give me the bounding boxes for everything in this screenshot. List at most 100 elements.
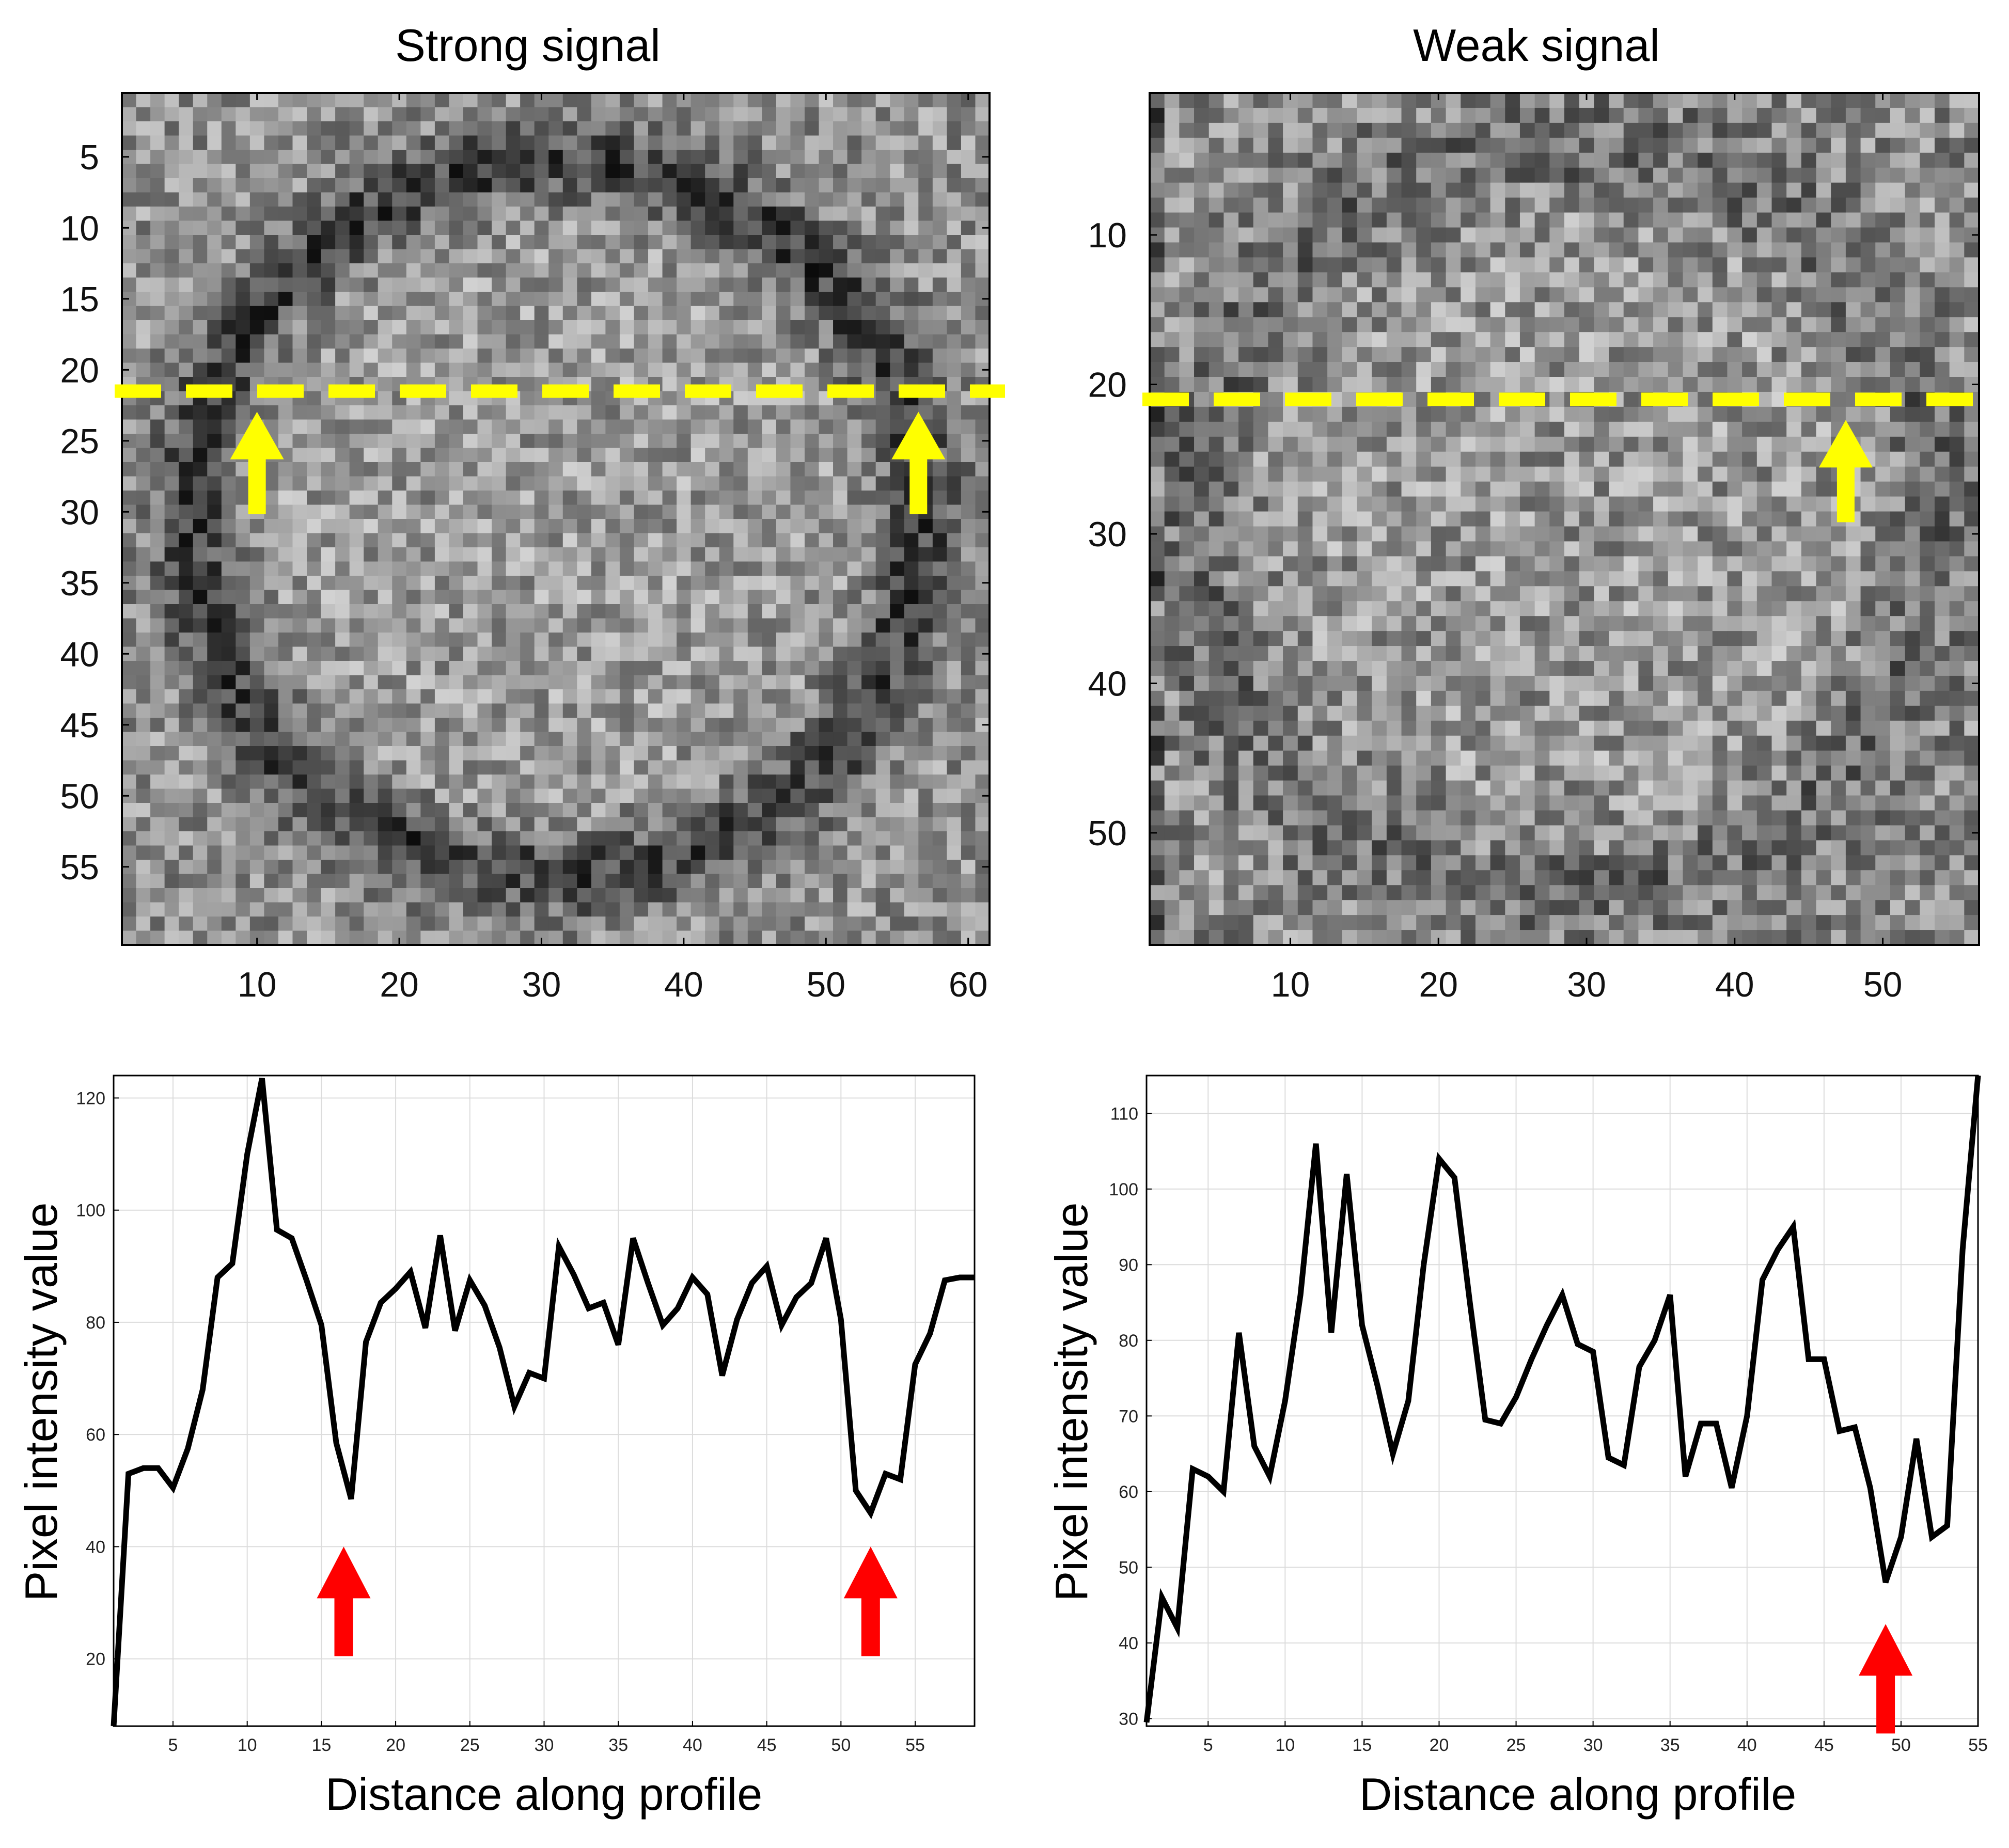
pixel-cell bbox=[1519, 152, 1535, 168]
pixel-cell bbox=[1490, 272, 1505, 288]
pixel-cell bbox=[1698, 93, 1713, 108]
pixel-cell bbox=[1712, 332, 1728, 348]
pixel-cell bbox=[520, 93, 535, 108]
pixel-cell bbox=[1638, 377, 1654, 392]
pixel-cell bbox=[1475, 391, 1491, 407]
pixel-cell bbox=[619, 334, 635, 349]
pixel-cell bbox=[392, 760, 407, 775]
pixel-cell bbox=[733, 491, 748, 506]
pixel-cell bbox=[548, 732, 563, 747]
pixel-cell bbox=[136, 533, 151, 548]
pixel-cell bbox=[975, 845, 990, 860]
pixel-cell bbox=[548, 902, 563, 917]
pixel-cell bbox=[690, 462, 705, 477]
pixel-cell bbox=[307, 419, 322, 434]
pixel-cell bbox=[833, 207, 848, 222]
pixel-cell bbox=[1401, 406, 1417, 422]
pixel-cell bbox=[136, 732, 151, 747]
pixel-cell bbox=[335, 874, 350, 889]
pixel-cell bbox=[591, 107, 606, 122]
pixel-cell bbox=[762, 320, 777, 335]
pixel-cell bbox=[605, 462, 620, 477]
pixel-cell bbox=[164, 249, 179, 264]
pixel-cell bbox=[562, 504, 577, 519]
pixel-cell bbox=[534, 362, 549, 377]
pixel-cell bbox=[520, 788, 535, 803]
pixel-cell bbox=[648, 604, 663, 619]
pixel-cell bbox=[918, 277, 933, 292]
pixel-cell bbox=[520, 888, 535, 903]
pixel-cell bbox=[449, 845, 464, 860]
pixel-cell bbox=[804, 604, 820, 619]
pixel-cell bbox=[1875, 212, 1891, 228]
pixel-cell bbox=[321, 746, 336, 761]
pixel-cell bbox=[534, 547, 549, 562]
pixel-cell bbox=[677, 362, 692, 377]
pixel-cell bbox=[520, 405, 535, 420]
pixel-cell bbox=[1519, 242, 1535, 258]
pixel-cell bbox=[562, 220, 577, 235]
pixel-cell bbox=[477, 547, 492, 562]
pixel-cell bbox=[762, 334, 777, 349]
pixel-cell bbox=[434, 320, 450, 335]
pixel-cell bbox=[605, 263, 620, 278]
pixel-cell bbox=[1519, 257, 1535, 273]
pixel-cell bbox=[1519, 317, 1535, 333]
pixel-cell bbox=[349, 93, 364, 108]
pixel-cell bbox=[690, 504, 705, 519]
pixel-cell bbox=[207, 491, 222, 506]
pixel-cell bbox=[392, 803, 407, 818]
pixel-cell bbox=[1519, 182, 1535, 198]
pixel-cell bbox=[1312, 212, 1328, 228]
pixel-cell bbox=[591, 917, 606, 931]
pixel-cell bbox=[733, 391, 748, 406]
pixel-cell bbox=[605, 277, 620, 292]
pixel-cell bbox=[434, 803, 450, 818]
pixel-cell bbox=[1194, 287, 1210, 303]
pixel-cell bbox=[875, 334, 890, 349]
pixel-cell bbox=[1801, 272, 1817, 288]
pixel-cell bbox=[1297, 182, 1313, 198]
pixel-cell bbox=[207, 419, 222, 434]
pixel-cell bbox=[605, 576, 620, 591]
pixel-cell bbox=[321, 434, 336, 449]
pixel-cell bbox=[932, 874, 947, 889]
pixel-cell bbox=[307, 576, 322, 591]
pixel-cell bbox=[890, 491, 905, 506]
pixel-cell bbox=[577, 561, 592, 576]
pixel-cell bbox=[506, 860, 521, 875]
pixel-cell bbox=[662, 590, 677, 605]
pixel-cell bbox=[335, 135, 350, 150]
pixel-cell bbox=[1609, 317, 1624, 333]
pixel-cell bbox=[193, 604, 208, 619]
pixel-cell bbox=[648, 533, 663, 548]
pixel-cell bbox=[705, 689, 720, 704]
pixel-cell bbox=[1727, 257, 1743, 273]
pixel-cell bbox=[1461, 362, 1476, 377]
pixel-cell bbox=[562, 618, 577, 633]
pixel-cell bbox=[1831, 347, 1846, 362]
pixel-cell bbox=[477, 277, 492, 292]
pixel-cell bbox=[534, 732, 549, 747]
pixel-cell bbox=[1890, 377, 1906, 392]
pixel-cell bbox=[321, 590, 336, 605]
pixel-cell bbox=[861, 675, 876, 690]
pixel-cell bbox=[1801, 332, 1817, 348]
strong-signal-pixel-grid bbox=[122, 93, 990, 945]
pixel-cell bbox=[236, 860, 250, 875]
pixel-cell bbox=[904, 362, 919, 377]
pixel-cell bbox=[548, 703, 563, 718]
pixel-cell bbox=[733, 277, 748, 292]
pixel-cell bbox=[1668, 107, 1684, 123]
pixel-cell bbox=[534, 178, 549, 193]
pixel-cell bbox=[221, 349, 236, 364]
pixel-cell bbox=[364, 121, 379, 136]
pixel-cell bbox=[634, 349, 649, 364]
pixel-cell bbox=[1194, 317, 1210, 333]
pixel-cell bbox=[790, 646, 805, 661]
pixel-cell bbox=[1949, 317, 1965, 333]
pixel-cell bbox=[961, 164, 976, 179]
pixel-cell bbox=[875, 249, 890, 264]
pixel-cell bbox=[534, 618, 549, 633]
pixel-cell bbox=[975, 746, 990, 761]
